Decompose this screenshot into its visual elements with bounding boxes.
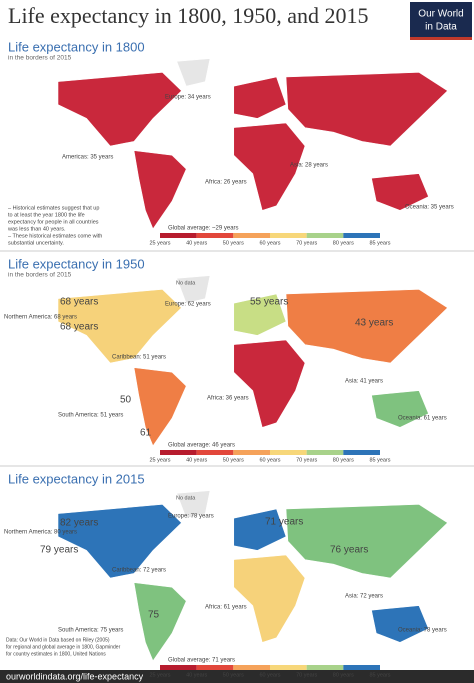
legend-label: 80 years	[333, 457, 354, 463]
legend-label: 85 years	[369, 240, 390, 246]
region-label: Europe: 62 years	[165, 302, 211, 308]
legend-swatch	[196, 450, 234, 455]
legend-swatch	[343, 450, 380, 455]
map-value-label: 68 years	[60, 297, 98, 308]
note: to at least the year 1800 the life	[8, 212, 85, 218]
legend-swatch	[343, 665, 380, 670]
legend-label: 60 years	[259, 240, 280, 246]
panel-title: Life expectancy in 1800	[8, 39, 145, 54]
map-value-label: 79 years	[40, 545, 78, 556]
map-value-label: 43 years	[355, 318, 393, 329]
legend-label: 80 years	[333, 672, 354, 678]
legend-swatch	[160, 665, 197, 670]
legend-label: 40 years	[186, 457, 207, 463]
region-label: Caribbean: 72 years	[112, 568, 166, 574]
map-value-label: 75	[148, 610, 160, 621]
region-label: South America: 51 years	[58, 413, 123, 419]
map-value-label: 76 years	[330, 545, 368, 556]
map-value-label: 68 years	[60, 322, 98, 333]
region-label: Africa: 26 years	[205, 180, 247, 186]
legend-label: 70 years	[296, 240, 317, 246]
region-label: Oceania: 35 years	[405, 205, 454, 211]
map-value-label: 71 years	[265, 517, 303, 528]
region-label: Asia: 28 years	[290, 163, 328, 169]
logo-box	[410, 2, 472, 40]
region-label: Northern America: 80 years	[4, 530, 77, 536]
region-label: Africa: 36 years	[207, 396, 249, 402]
legend-swatch	[306, 450, 344, 455]
logo-underline	[410, 37, 472, 40]
legend-swatch	[196, 665, 234, 670]
logo-text: in Data	[425, 22, 457, 33]
page-title: Life expectancy in 1800, 1950, and 2015	[8, 3, 368, 28]
footer-url: ourworldindata.org/life-expectancy	[6, 671, 144, 681]
legend-swatch	[306, 233, 344, 238]
legend-swatch	[306, 665, 344, 670]
global-average: Global average: 71 years	[168, 658, 235, 664]
panel-subtitle: in the borders of 2015	[8, 55, 72, 62]
panel-subtitle: in the borders of 2015	[8, 272, 72, 279]
legend-label: 25 years	[149, 672, 170, 678]
map-value-label: 82 years	[60, 518, 98, 529]
map-value-label: 61	[140, 428, 152, 439]
legend-label: 50 years	[223, 457, 244, 463]
legend-swatch	[270, 665, 307, 670]
region-label: Americas: 35 years	[62, 155, 113, 161]
legend-label: 70 years	[296, 457, 317, 463]
region-label: Asia: 72 years	[345, 594, 383, 600]
legend-label: 25 years	[149, 240, 170, 246]
note: – Historical estimates suggest that up	[8, 205, 99, 211]
legend-swatch	[160, 233, 197, 238]
region-label: Oceania: 61 years	[398, 416, 447, 422]
legend-swatch	[270, 450, 307, 455]
region-label: South America: 75 years	[58, 628, 123, 634]
legend-label: 60 years	[259, 457, 280, 463]
map-value-label: 55 years	[250, 297, 288, 308]
region-label: Africa: 61 years	[205, 605, 247, 611]
source: for regional and global average in 1800,…	[6, 644, 121, 650]
legend-label: 85 years	[369, 672, 390, 678]
no-data-label: No data	[176, 495, 196, 501]
legend-label: 25 years	[149, 457, 170, 463]
legend-label: 70 years	[296, 672, 317, 678]
region-label: Caribbean: 51 years	[112, 355, 166, 361]
region-label: Europe: 34 years	[165, 95, 211, 101]
legend-label: 40 years	[186, 672, 207, 678]
legend-swatch	[233, 450, 270, 455]
global-average: Global average: 46 years	[168, 443, 235, 449]
note: expectancy for people in all countries	[8, 219, 99, 225]
legend-swatch	[343, 233, 380, 238]
legend-label: 80 years	[333, 240, 354, 246]
note: substantial uncertainty.	[8, 240, 64, 246]
source: for country estimates in 1800, United Na…	[6, 651, 106, 657]
region-label: Asia: 41 years	[345, 379, 383, 385]
map-value-label: 50	[120, 395, 132, 406]
panel-title: Life expectancy in 1950	[8, 256, 145, 271]
no-data-label: No data	[176, 280, 196, 286]
legend-label: 50 years	[223, 672, 244, 678]
region-label: Oceania: 78 years	[398, 628, 447, 634]
panel-title: Life expectancy in 2015	[8, 471, 145, 486]
legend-swatch	[160, 450, 197, 455]
global-average: Global average: ~29 years	[168, 226, 239, 232]
source: Data: Our World in Data based on Riley (…	[6, 637, 110, 643]
legend-swatch	[196, 233, 234, 238]
note: – These historical estimates come with	[8, 233, 102, 239]
legend-label: 60 years	[259, 672, 280, 678]
logo-text: Our World	[418, 9, 463, 20]
region-label: Northern America: 68 years	[4, 315, 77, 321]
legend-label: 50 years	[223, 240, 244, 246]
legend-label: 40 years	[186, 240, 207, 246]
region-label: Europe: 78 years	[168, 514, 214, 520]
footer-bar	[0, 670, 474, 683]
legend-swatch	[233, 665, 270, 670]
legend-swatch	[233, 233, 270, 238]
legend-swatch	[270, 233, 307, 238]
legend-label: 85 years	[369, 457, 390, 463]
note: was less than 40 years.	[7, 226, 66, 232]
